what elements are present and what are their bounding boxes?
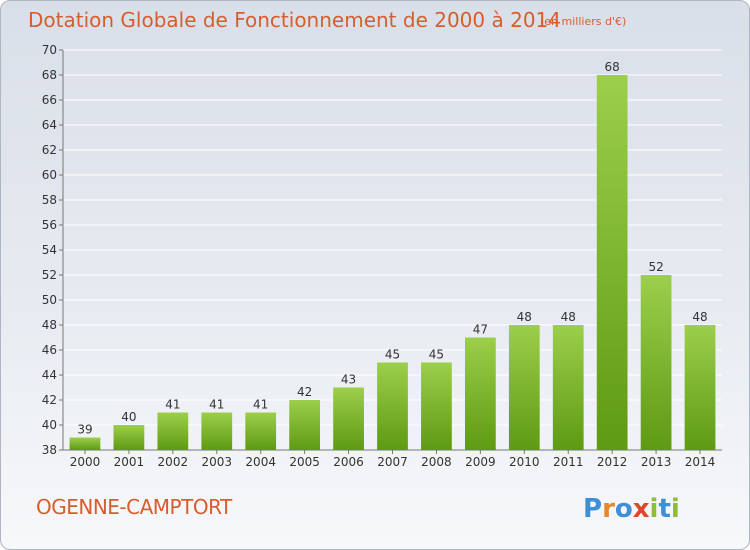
x-tick-label: 2009 bbox=[465, 455, 496, 469]
bar-2011[interactable] bbox=[552, 325, 584, 450]
data-label: 48 bbox=[517, 310, 532, 324]
bar-2002[interactable] bbox=[157, 412, 189, 451]
y-tick-label: 46 bbox=[42, 343, 57, 357]
data-label: 41 bbox=[209, 398, 224, 412]
x-tick-label: 2014 bbox=[685, 455, 716, 469]
x-tick-label: 2010 bbox=[509, 455, 540, 469]
y-tick-label: 62 bbox=[42, 143, 57, 157]
bar-2009[interactable] bbox=[464, 337, 496, 451]
y-tick-label: 58 bbox=[42, 193, 57, 207]
y-tick-label: 40 bbox=[42, 418, 57, 432]
bar-2006[interactable] bbox=[333, 387, 364, 451]
bar-2000[interactable] bbox=[69, 437, 101, 451]
bar-2012[interactable] bbox=[596, 75, 628, 450]
data-label: 42 bbox=[297, 385, 312, 399]
bar-2001[interactable] bbox=[113, 425, 145, 450]
labels: 39 2000 40 2001 41 2002 41 2003 41 2004 42 2005 43 20… bbox=[70, 60, 716, 469]
data-label: 47 bbox=[473, 323, 488, 337]
proxiti-logo[interactable]: Proxiti bbox=[583, 489, 693, 525]
y-tick-label: 48 bbox=[42, 318, 57, 332]
y-tick-label: 42 bbox=[42, 393, 57, 407]
chart-title: Dotation Globale de Fonctionnement de 20… bbox=[28, 8, 561, 32]
x-tick-label: 2002 bbox=[158, 455, 189, 469]
data-label: 45 bbox=[385, 348, 400, 362]
y-tick-label: 56 bbox=[42, 218, 57, 232]
y-tick-label: 50 bbox=[42, 293, 57, 307]
bar-2007[interactable] bbox=[377, 362, 408, 451]
y-tick-label: 38 bbox=[42, 443, 57, 457]
data-label: 68 bbox=[605, 60, 620, 74]
x-tick-label: 2006 bbox=[333, 455, 364, 469]
y-tick-label: 52 bbox=[42, 268, 57, 282]
x-tick-label: 2013 bbox=[641, 455, 672, 469]
x-tick-label: 2000 bbox=[70, 455, 101, 469]
y-tick-label: 64 bbox=[42, 118, 57, 132]
x-tick-label: 2011 bbox=[553, 455, 584, 469]
data-label: 52 bbox=[648, 260, 663, 274]
y-tick-label: 44 bbox=[42, 368, 57, 382]
y-tick-label: 68 bbox=[42, 68, 57, 82]
data-label: 40 bbox=[121, 410, 136, 424]
bar-2010[interactable] bbox=[508, 325, 540, 450]
bar-2013[interactable] bbox=[640, 275, 672, 450]
data-label: 41 bbox=[253, 398, 268, 412]
svg-text:Proxiti: Proxiti bbox=[583, 494, 680, 524]
bar-2005[interactable] bbox=[289, 400, 321, 450]
data-label: 39 bbox=[77, 423, 92, 437]
x-tick-label: 2012 bbox=[597, 455, 628, 469]
bar-2003[interactable] bbox=[201, 412, 233, 451]
y-tick-label: 66 bbox=[42, 93, 57, 107]
data-label: 48 bbox=[561, 310, 576, 324]
y-tick-label: 60 bbox=[42, 168, 57, 182]
chart-unit: (en milliers d'€) bbox=[540, 15, 627, 28]
x-tick-label: 2003 bbox=[201, 455, 232, 469]
bars bbox=[69, 75, 716, 451]
x-tick-label: 2008 bbox=[421, 455, 452, 469]
y-tick-label: 70 bbox=[42, 43, 57, 57]
x-tick-label: 2007 bbox=[377, 455, 408, 469]
bar-2008[interactable] bbox=[421, 362, 452, 451]
bar-2004[interactable] bbox=[245, 412, 277, 451]
commune-name: OGENNE-CAMPTORT bbox=[36, 495, 232, 519]
y-tick-label: 54 bbox=[42, 243, 57, 257]
x-tick-label: 2001 bbox=[114, 455, 145, 469]
x-tick-label: 2005 bbox=[289, 455, 320, 469]
data-label: 48 bbox=[692, 310, 707, 324]
data-label: 43 bbox=[341, 373, 356, 387]
x-tick-label: 2004 bbox=[245, 455, 276, 469]
bar-2014[interactable] bbox=[684, 325, 716, 450]
data-label: 41 bbox=[165, 398, 180, 412]
data-label: 45 bbox=[429, 348, 444, 362]
